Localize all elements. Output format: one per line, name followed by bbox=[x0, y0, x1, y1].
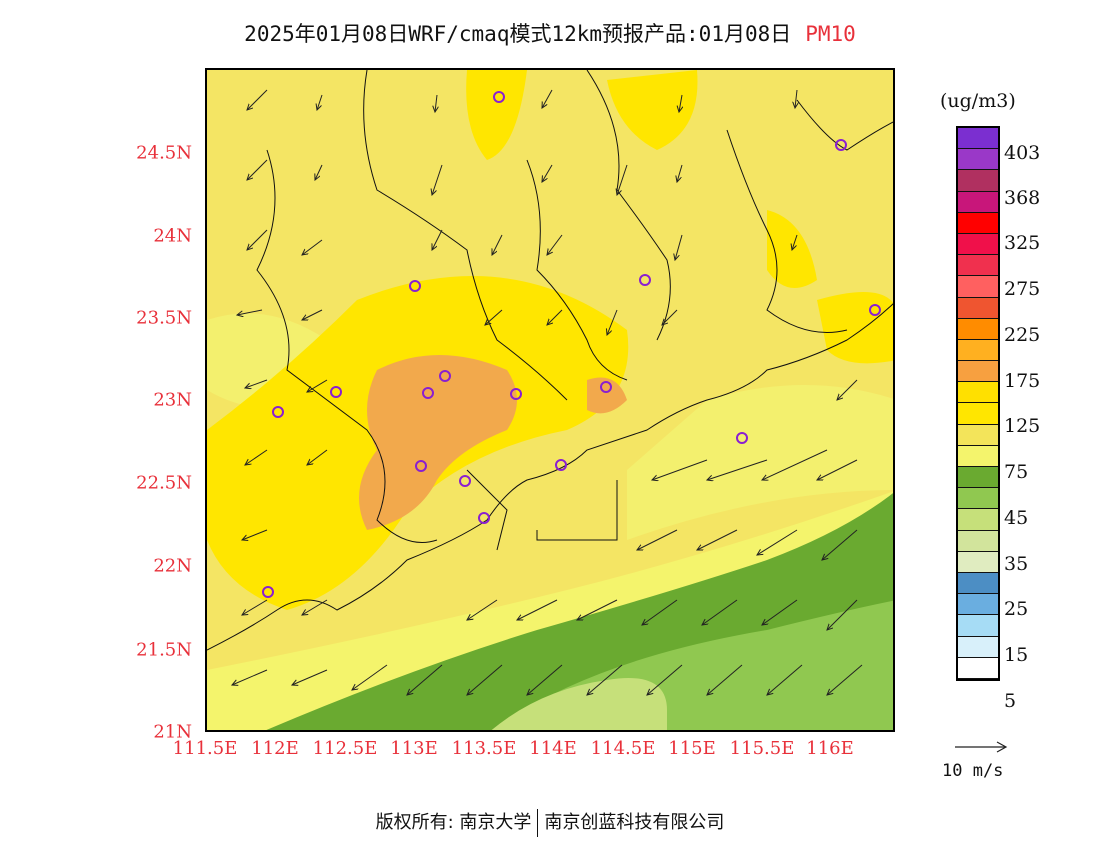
colorbar-swatch bbox=[958, 339, 998, 362]
colorbar-swatch bbox=[958, 467, 998, 489]
wind-vectors bbox=[232, 89, 863, 695]
station-marker bbox=[459, 475, 471, 487]
copyright-footer: 版权所有: 南京大学 南京创蓝科技有限公司 bbox=[0, 808, 1100, 837]
colorbar-swatch bbox=[958, 191, 998, 213]
station-marker bbox=[869, 304, 881, 316]
footer-divider bbox=[537, 809, 539, 837]
x-tick-label: 112E bbox=[251, 738, 299, 759]
x-tick-label: 114.5E bbox=[590, 738, 656, 759]
x-tick-label: 116E bbox=[806, 738, 854, 759]
colorbar-label: 125 bbox=[1004, 415, 1041, 437]
station-marker bbox=[330, 386, 342, 398]
colorbar-swatch bbox=[958, 530, 998, 552]
station-marker bbox=[415, 460, 427, 472]
x-tick-label: 115E bbox=[668, 738, 716, 759]
colorbar-swatch bbox=[958, 361, 998, 383]
colorbar-label: 225 bbox=[1004, 324, 1041, 346]
colorbar-swatch bbox=[958, 318, 998, 340]
copyright-owner: 版权所有: 南京大学 bbox=[375, 812, 532, 833]
station-marker bbox=[262, 586, 274, 598]
y-tick-label: 21N bbox=[153, 721, 192, 743]
station-marker bbox=[272, 406, 284, 418]
colorbar-label: 25 bbox=[1004, 598, 1029, 620]
colorbar-swatch bbox=[958, 424, 998, 446]
y-tick-label: 22N bbox=[153, 555, 192, 577]
copyright-company: 南京创蓝科技有限公司 bbox=[544, 812, 725, 833]
colorbar-swatch bbox=[958, 551, 998, 573]
colorbar-label: 45 bbox=[1004, 507, 1029, 529]
colorbar-label: 275 bbox=[1004, 278, 1041, 300]
x-tick-label: 113.5E bbox=[451, 738, 517, 759]
colorbar-label: 175 bbox=[1004, 370, 1041, 392]
high-patch bbox=[607, 70, 698, 150]
station-marker bbox=[510, 388, 522, 400]
station-marker bbox=[422, 387, 434, 399]
pm10-map bbox=[207, 70, 893, 730]
station-marker bbox=[478, 512, 490, 524]
colorbar-swatch bbox=[958, 636, 998, 658]
colorbar-swatch bbox=[958, 445, 998, 467]
y-tick-label: 24N bbox=[153, 225, 192, 247]
x-tick-label: 115.5E bbox=[729, 738, 795, 759]
map-title: 2025年01月08日WRF/cmaq模式12km预报产品:01月08日 PM10 bbox=[0, 18, 1100, 48]
colorbar-swatch bbox=[958, 615, 998, 637]
colorbar-label: 5 bbox=[1004, 690, 1017, 712]
station-markers bbox=[262, 91, 881, 598]
sea-pale-band bbox=[491, 678, 667, 730]
colorbar-swatch bbox=[958, 509, 998, 531]
unit-label: (ug/m3) bbox=[940, 90, 1016, 112]
title-text: 2025年01月08日WRF/cmaq模式12km预报产品:01月08日 bbox=[244, 22, 792, 46]
colorbar-swatch bbox=[958, 488, 998, 510]
colorbar-swatch bbox=[958, 572, 998, 595]
colorbar-label: 368 bbox=[1004, 187, 1041, 209]
x-tick-label: 112.5E bbox=[312, 738, 378, 759]
y-tick-label: 21.5N bbox=[136, 639, 192, 661]
map-panel bbox=[205, 68, 895, 732]
y-tick-label: 23N bbox=[153, 389, 192, 411]
colorbar-swatch bbox=[958, 149, 998, 171]
colorbar-swatch bbox=[958, 403, 998, 425]
colorbar-swatch bbox=[958, 594, 998, 616]
reference-vector-arrow bbox=[955, 741, 1008, 753]
peak-region bbox=[359, 355, 517, 530]
y-tick-label: 22.5N bbox=[136, 472, 192, 494]
colorbar-swatch bbox=[958, 170, 998, 192]
reference-vector-label: 10 m/s bbox=[942, 761, 1004, 781]
colorbar-swatch bbox=[958, 297, 998, 319]
x-tick-label: 113E bbox=[390, 738, 438, 759]
station-marker bbox=[409, 280, 421, 292]
colorbar-swatch bbox=[958, 382, 998, 404]
colorbar-swatch bbox=[958, 128, 998, 150]
station-marker bbox=[493, 91, 505, 103]
y-tick-label: 24.5N bbox=[136, 142, 192, 164]
station-marker bbox=[639, 274, 651, 286]
station-marker bbox=[835, 139, 847, 151]
colorbar-swatch bbox=[958, 212, 998, 234]
x-tick-label: 114E bbox=[529, 738, 577, 759]
colorbar-swatch bbox=[958, 255, 998, 277]
peak-region bbox=[587, 377, 627, 414]
colorbar-label: 15 bbox=[1004, 644, 1029, 666]
variable-label: PM10 bbox=[805, 22, 856, 46]
station-marker bbox=[555, 459, 567, 471]
colorbar bbox=[956, 126, 1000, 681]
x-tick-label: 111.5E bbox=[172, 738, 238, 759]
colorbar-swatch bbox=[958, 233, 998, 256]
y-tick-label: 23.5N bbox=[136, 307, 192, 329]
station-marker bbox=[600, 381, 612, 393]
colorbar-label: 75 bbox=[1004, 461, 1029, 483]
station-marker bbox=[439, 370, 451, 382]
colorbar-label: 325 bbox=[1004, 232, 1041, 254]
colorbar-label: 35 bbox=[1004, 553, 1029, 575]
high-patch bbox=[466, 70, 527, 160]
colorbar-swatch bbox=[958, 276, 998, 298]
colorbar-label: 403 bbox=[1004, 142, 1041, 164]
station-marker bbox=[736, 432, 748, 444]
colorbar-swatch bbox=[958, 657, 998, 679]
